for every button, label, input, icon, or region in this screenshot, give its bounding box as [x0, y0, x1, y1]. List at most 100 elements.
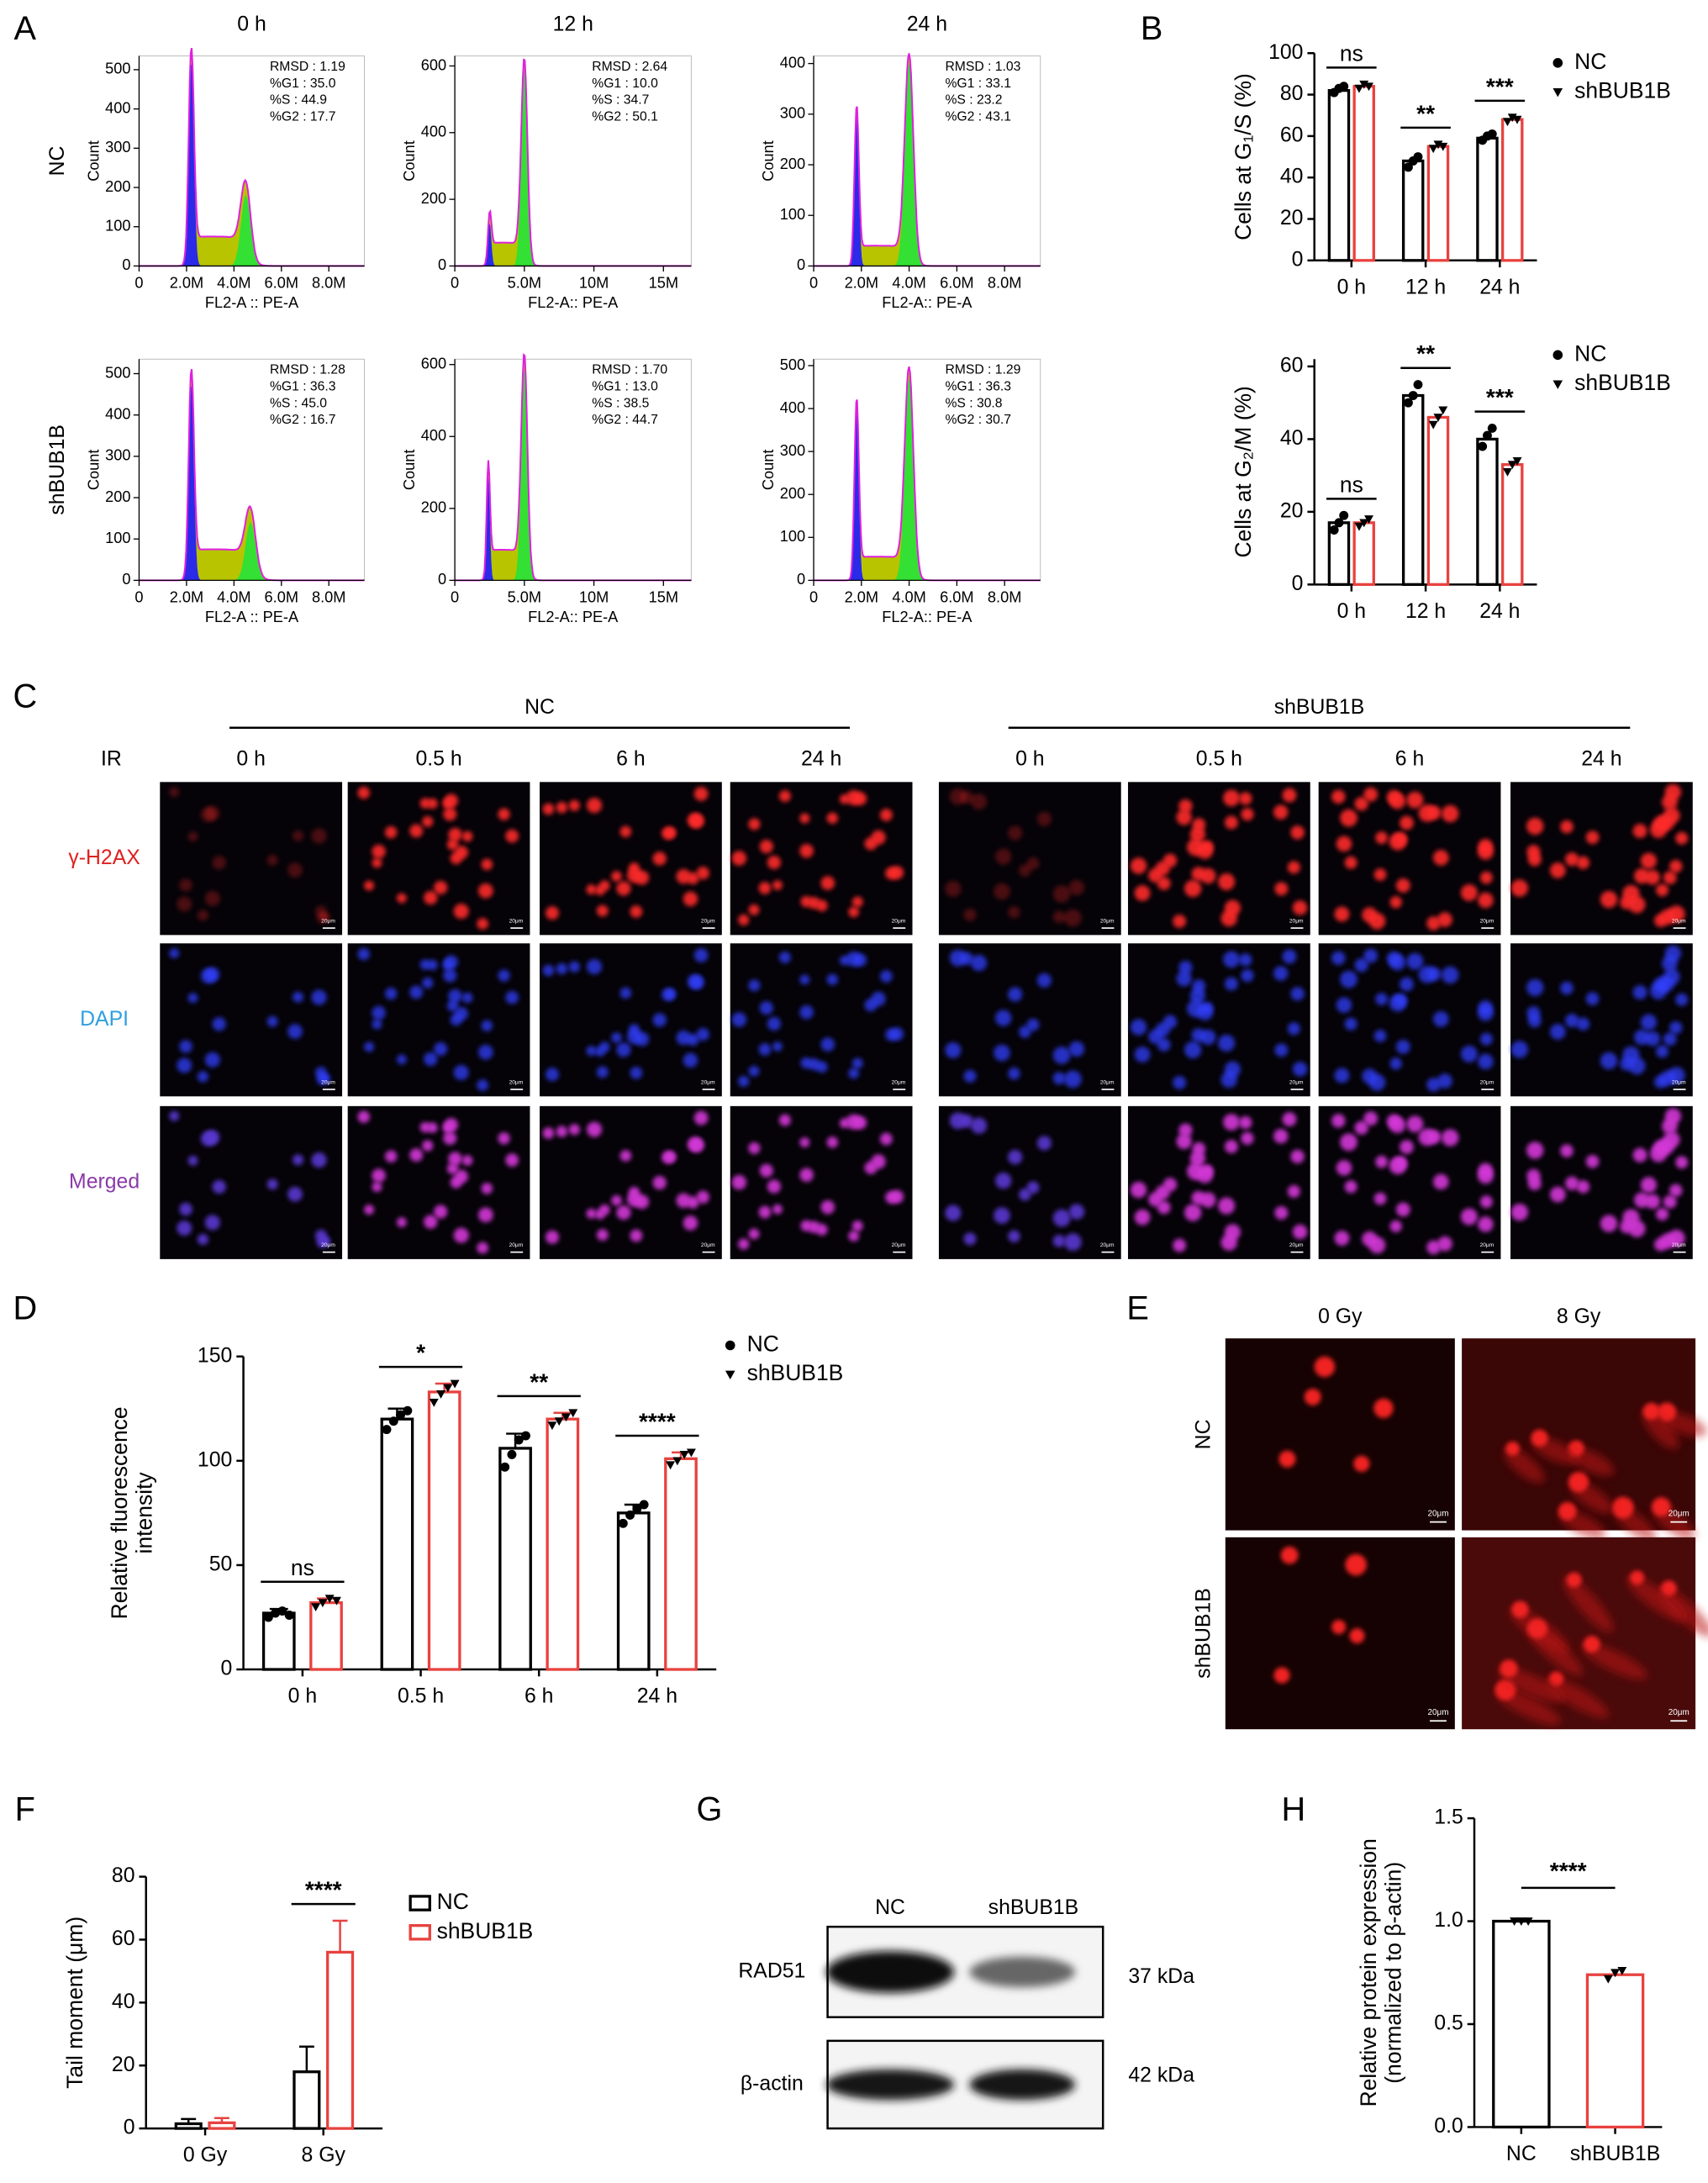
x-tick-label: 10M	[579, 589, 609, 606]
x-tick-label: 5.0M	[508, 275, 541, 292]
nucleus	[864, 999, 878, 1012]
scale-bar-label: 20μm	[1480, 1242, 1494, 1248]
nucleus	[616, 1205, 631, 1221]
nucleus	[1287, 1184, 1300, 1198]
nucleus	[1331, 951, 1346, 965]
nucleus	[187, 1155, 198, 1166]
y-tick-label: 200	[105, 488, 130, 505]
nucleus	[960, 790, 973, 804]
nucleus	[693, 787, 709, 801]
nucleus	[1527, 852, 1542, 867]
data-point	[1354, 84, 1364, 93]
nucleus	[293, 830, 303, 841]
scale-bar-label: 20μm	[701, 919, 715, 925]
nucleus	[693, 1110, 709, 1126]
nucleus	[1052, 1209, 1071, 1227]
nucleus	[995, 1010, 1012, 1026]
data-point	[521, 1431, 530, 1441]
significance-label: ns	[1340, 40, 1363, 66]
bar	[546, 1417, 580, 1671]
nucleus	[995, 848, 1012, 865]
nucleus	[759, 1163, 773, 1178]
nucleus	[630, 1229, 643, 1242]
bar	[1585, 1973, 1645, 2129]
x-tick-label: 0 h	[1337, 600, 1367, 623]
nucleus	[1565, 852, 1579, 867]
g2-peak	[139, 522, 365, 581]
data-point	[500, 1462, 510, 1472]
nucleus	[665, 827, 677, 839]
x-tick-label: 4.0M	[217, 275, 250, 292]
comet-tail	[1658, 1585, 1708, 1637]
nucleus	[890, 1189, 904, 1204]
comet-head	[1611, 1496, 1634, 1519]
nucleus	[556, 1126, 568, 1137]
nucleus	[1008, 987, 1023, 1002]
nucleus	[693, 948, 709, 962]
g1-peak	[139, 386, 365, 581]
size-label: 37 kDa	[1128, 1965, 1194, 1988]
nucleus	[586, 959, 603, 975]
column-header: 24 h	[907, 13, 947, 36]
x-axis-label: FL2-A:: PE-A	[528, 609, 619, 625]
x-tick-label: 0	[809, 589, 818, 606]
nucleus	[1068, 1041, 1085, 1057]
nucleus	[1008, 825, 1023, 841]
nucleus	[1668, 905, 1685, 923]
nucleus	[1354, 1121, 1368, 1135]
nucleus	[652, 852, 667, 866]
nucleus	[864, 1161, 878, 1174]
nucleus	[1478, 1053, 1494, 1070]
nucleus	[1427, 1130, 1442, 1144]
nucleus	[748, 1142, 761, 1154]
nucleus	[1653, 977, 1669, 993]
significance-label: ***	[1486, 384, 1514, 410]
scale-bar-label: 20μm	[1672, 919, 1686, 925]
scale-bar-label: 20μm	[1668, 1509, 1690, 1518]
nucleus	[1662, 794, 1678, 810]
x-tick-label: 6.0M	[265, 589, 298, 606]
nucleus	[1019, 1026, 1031, 1038]
bar	[174, 2122, 203, 2130]
nucleus	[748, 1228, 760, 1240]
nucleus	[665, 989, 677, 1000]
x-tick-label: 6 h	[525, 1685, 554, 1708]
nucleus	[397, 1054, 407, 1065]
nucleus	[1389, 1157, 1407, 1174]
y-tick-label: 60	[1280, 354, 1304, 377]
data-point	[1408, 391, 1418, 400]
nucleus	[1389, 896, 1402, 909]
nucleus	[169, 948, 180, 959]
nucleus	[1600, 1052, 1618, 1070]
comet-head	[1568, 1471, 1589, 1493]
nucleus	[1063, 909, 1082, 927]
nucleus	[616, 1042, 631, 1057]
y-axis-label: intensity	[132, 1472, 157, 1554]
y-tick-label: 0	[122, 571, 130, 588]
nucleus	[179, 1040, 192, 1053]
y-tick-label: 400	[421, 427, 446, 444]
g2-peak	[814, 63, 1041, 266]
stat-text: %G2 : 16.7	[270, 413, 336, 427]
bar	[616, 1511, 651, 1671]
legend-marker	[409, 1924, 431, 1941]
data-point	[1487, 423, 1497, 433]
nucleus	[1187, 999, 1205, 1018]
y-tick-label: 80	[112, 1864, 135, 1887]
y-axis-label: Count	[760, 450, 777, 491]
y-tick-label: 400	[421, 124, 446, 140]
legend-label: shBUB1B	[1574, 78, 1671, 103]
nucleus	[364, 1041, 375, 1052]
nucleus	[1386, 951, 1401, 966]
x-tick-label: 8.0M	[312, 589, 345, 606]
nucleus	[1400, 1140, 1414, 1154]
nucleus	[1290, 987, 1305, 1001]
nucleus	[197, 910, 208, 921]
nucleus	[424, 890, 438, 905]
nucleus	[1287, 1022, 1300, 1036]
nucleus	[738, 1238, 750, 1250]
nucleus	[187, 993, 198, 1004]
nucleus	[444, 955, 459, 969]
nucleus	[1526, 1142, 1544, 1159]
data-point	[568, 1409, 578, 1418]
